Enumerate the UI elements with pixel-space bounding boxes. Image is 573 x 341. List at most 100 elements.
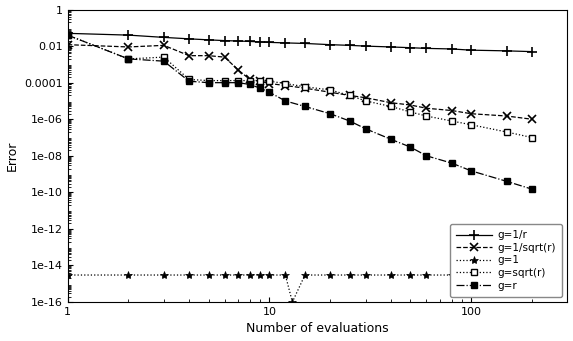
g=1/sqrt(r) bbox=[246, 77, 253, 81]
g=r bbox=[235, 80, 242, 85]
g=sqrt(r) bbox=[423, 114, 430, 118]
g=1/r bbox=[125, 33, 132, 37]
g=r bbox=[64, 33, 71, 37]
g=r bbox=[528, 187, 535, 191]
g=r bbox=[346, 119, 353, 123]
g=1/r bbox=[407, 46, 414, 50]
g=r bbox=[423, 154, 430, 158]
g=sqrt(r) bbox=[503, 130, 510, 134]
g=sqrt(r) bbox=[266, 79, 273, 83]
g=1/r bbox=[160, 35, 167, 40]
g=1 bbox=[160, 273, 167, 277]
g=1/sqrt(r) bbox=[407, 103, 414, 107]
g=1 bbox=[257, 273, 264, 277]
g=r bbox=[387, 137, 394, 141]
g=1/sqrt(r) bbox=[528, 117, 535, 121]
g=sqrt(r) bbox=[205, 78, 212, 83]
g=1 bbox=[407, 273, 414, 277]
g=1/sqrt(r) bbox=[362, 96, 369, 100]
g=1/r bbox=[64, 31, 71, 35]
g=1/r bbox=[362, 44, 369, 48]
g=r bbox=[407, 145, 414, 149]
g=r bbox=[448, 161, 455, 165]
g=1/sqrt(r) bbox=[266, 81, 273, 86]
g=1 bbox=[282, 273, 289, 277]
g=r bbox=[246, 83, 253, 87]
g=sqrt(r) bbox=[125, 57, 132, 61]
g=1 bbox=[186, 273, 193, 277]
g=r bbox=[266, 90, 273, 94]
g=1/r bbox=[528, 49, 535, 54]
g=1/r bbox=[186, 37, 193, 41]
g=r bbox=[503, 179, 510, 183]
g=1/r bbox=[387, 45, 394, 49]
g=sqrt(r) bbox=[301, 85, 308, 89]
Line: g=1: g=1 bbox=[64, 271, 536, 306]
g=1 bbox=[528, 273, 535, 277]
g=r bbox=[205, 80, 212, 85]
g=1 bbox=[468, 273, 474, 277]
Line: g=1/sqrt(r): g=1/sqrt(r) bbox=[64, 41, 536, 123]
g=1/r bbox=[327, 43, 333, 47]
g=1 bbox=[362, 273, 369, 277]
g=r bbox=[282, 99, 289, 103]
g=1/r bbox=[221, 39, 228, 43]
g=sqrt(r) bbox=[468, 123, 474, 127]
g=sqrt(r) bbox=[362, 99, 369, 103]
g=1/sqrt(r) bbox=[503, 114, 510, 118]
g=1 bbox=[387, 273, 394, 277]
g=1 bbox=[346, 273, 353, 277]
g=1/sqrt(r) bbox=[205, 54, 212, 58]
g=1/sqrt(r) bbox=[423, 106, 430, 110]
g=sqrt(r) bbox=[186, 77, 193, 81]
g=1 bbox=[266, 273, 273, 277]
g=1/sqrt(r) bbox=[327, 90, 333, 94]
g=r bbox=[186, 79, 193, 83]
X-axis label: Number of evaluations: Number of evaluations bbox=[246, 323, 389, 336]
g=r bbox=[362, 127, 369, 131]
g=1 bbox=[327, 273, 333, 277]
g=1/sqrt(r) bbox=[346, 93, 353, 98]
g=1/sqrt(r) bbox=[125, 45, 132, 49]
g=1 bbox=[289, 300, 296, 304]
g=1/r bbox=[282, 41, 289, 45]
g=1/r bbox=[301, 41, 308, 45]
g=sqrt(r) bbox=[257, 79, 264, 83]
g=r bbox=[257, 86, 264, 90]
g=sqrt(r) bbox=[282, 81, 289, 86]
g=1/r bbox=[235, 39, 242, 43]
g=sqrt(r) bbox=[327, 88, 333, 92]
Legend: g=1/r, g=1/sqrt(r), g=1, g=sqrt(r), g=r: g=1/r, g=1/sqrt(r), g=1, g=sqrt(r), g=r bbox=[450, 224, 562, 297]
g=1/sqrt(r) bbox=[235, 68, 242, 72]
Line: g=r: g=r bbox=[64, 32, 535, 193]
g=1/r bbox=[503, 49, 510, 53]
g=1/r bbox=[257, 40, 264, 44]
g=sqrt(r) bbox=[160, 55, 167, 59]
g=1/r bbox=[205, 38, 212, 42]
g=1/sqrt(r) bbox=[468, 112, 474, 116]
g=sqrt(r) bbox=[235, 78, 242, 83]
g=1/r bbox=[423, 46, 430, 50]
g=sqrt(r) bbox=[246, 78, 253, 83]
g=1 bbox=[64, 273, 71, 277]
g=r bbox=[160, 59, 167, 63]
g=sqrt(r) bbox=[64, 33, 71, 37]
g=1 bbox=[205, 273, 212, 277]
g=1 bbox=[246, 273, 253, 277]
g=1/r bbox=[266, 40, 273, 44]
g=r bbox=[301, 104, 308, 108]
g=1 bbox=[235, 273, 242, 277]
g=r bbox=[327, 112, 333, 116]
g=1/sqrt(r) bbox=[160, 43, 167, 47]
g=1/sqrt(r) bbox=[301, 86, 308, 90]
g=1/sqrt(r) bbox=[221, 55, 228, 59]
g=1/sqrt(r) bbox=[282, 84, 289, 88]
g=r bbox=[125, 57, 132, 61]
g=1/sqrt(r) bbox=[186, 54, 193, 58]
Y-axis label: Error: Error bbox=[6, 140, 18, 171]
g=1/sqrt(r) bbox=[257, 79, 264, 83]
g=1/sqrt(r) bbox=[64, 43, 71, 47]
g=r bbox=[221, 80, 228, 85]
g=sqrt(r) bbox=[448, 119, 455, 123]
g=1 bbox=[125, 273, 132, 277]
